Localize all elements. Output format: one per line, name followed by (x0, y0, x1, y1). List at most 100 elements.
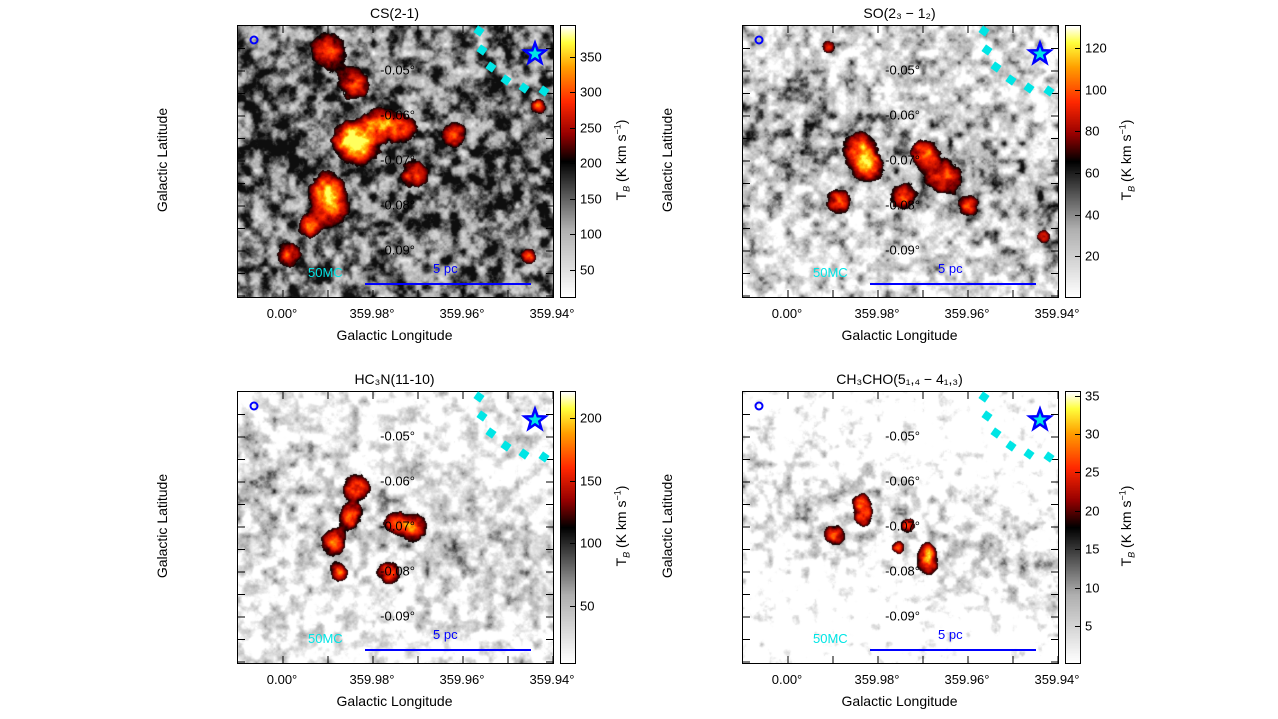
colorbar-tick-label: 250 (580, 120, 602, 136)
colorbar-tick (570, 418, 575, 420)
colorbar-tick-label: 150 (580, 191, 602, 207)
tb-exponent: −1 (1117, 124, 1128, 135)
x-tick-label: 0.00° (771, 672, 803, 687)
arc-dot (518, 82, 530, 94)
colorbar-gradient (561, 392, 575, 663)
y-tick-label: -0.09° (885, 242, 920, 258)
heatmap-plot: 50MC 5 pc (742, 391, 1059, 664)
arc-dot (981, 44, 993, 56)
colorbar-label-text: TB (K km s−1) (612, 486, 631, 567)
colorbar-tick (1075, 549, 1080, 551)
arc-dot (981, 410, 993, 422)
tb-close: ) (612, 485, 629, 491)
arc-dot (500, 440, 512, 452)
tb-symbol: T (1117, 557, 1134, 567)
beam-circle-icon (754, 35, 764, 45)
y-axis-label-text: Galactic Latitude (154, 473, 170, 579)
scale-bar-label: 5 pc (938, 261, 963, 276)
beam-circle-icon (754, 401, 764, 411)
tb-subscript: B (621, 185, 632, 192)
colorbar-label-text: TB (K km s−1) (1117, 120, 1136, 201)
y-tick-label: -0.05° (885, 428, 920, 444)
x-tick-label: 0.00° (771, 306, 803, 321)
x-axis-label: Galactic Longitude (841, 693, 958, 709)
colorbar-tick (1075, 625, 1080, 627)
y-tick-label: -0.09° (885, 608, 920, 624)
heatmap-plot: 50MC 5 pc (237, 25, 554, 298)
y-tick-label: -0.08° (380, 563, 415, 579)
heatmap-image (238, 26, 553, 297)
arc-dot (990, 427, 1002, 439)
x-axis-label: Galactic Longitude (336, 693, 453, 709)
cloud-label-50mc: 50MC (308, 631, 343, 646)
x-tick-label: 0.00° (266, 672, 298, 687)
colorbar-tick (570, 543, 575, 545)
star-icon (521, 405, 549, 432)
y-tick-label: -0.06° (885, 473, 920, 489)
arc-dot (1005, 74, 1017, 86)
colorbar-gradient (1066, 26, 1080, 297)
cloud-label-50mc: 50MC (813, 631, 848, 646)
colorbar-tick (570, 234, 575, 236)
y-tick-label: -0.06° (885, 107, 920, 123)
colorbar (1065, 391, 1081, 664)
colorbar-gradient (561, 26, 575, 297)
heatmap-image (743, 392, 1058, 663)
panel-title: CS(2-1) (369, 5, 419, 21)
y-tick-label: -0.06° (380, 107, 415, 123)
colorbar-tick-label: 30 (1085, 426, 1100, 442)
star-icon (1026, 405, 1054, 432)
colorbar-tick (570, 198, 575, 200)
tb-subscript: B (1126, 185, 1137, 192)
colorbar-tick-label: 35 (1085, 388, 1100, 404)
x-tick-label: 359.98° (854, 306, 900, 321)
colorbar-tick-label: 350 (580, 49, 602, 65)
beam-circle-icon (249, 35, 259, 45)
x-tick-label: 359.98° (854, 672, 900, 687)
arc-dot (1023, 448, 1035, 460)
beam-circle-icon (249, 401, 259, 411)
tb-symbol: T (612, 557, 629, 567)
tb-unit: (K km s (1117, 500, 1134, 552)
star-icon (1026, 39, 1054, 66)
axes-overlay (743, 391, 1059, 663)
y-tick-label: -0.07° (885, 152, 920, 168)
x-tick-label: 359.94° (529, 672, 575, 687)
x-axis-label: Galactic Longitude (336, 327, 453, 343)
colorbar-tick-label: 100 (580, 226, 602, 242)
colorbar-tick-label: 20 (1085, 503, 1100, 519)
arc-dot (485, 61, 497, 73)
x-tick-label: 359.94° (1034, 306, 1080, 321)
colorbar-tick-label: 300 (580, 84, 602, 100)
colorbar-tick-label: 150 (580, 473, 602, 489)
heatmap-plot: 50MC 5 pc (742, 25, 1059, 298)
colorbar-tick-label: 5 (1085, 618, 1093, 634)
tb-close: ) (612, 119, 629, 125)
tb-close: ) (1117, 485, 1134, 491)
axes-overlay (238, 25, 554, 297)
x-tick-label: 359.96° (944, 306, 990, 321)
tb-unit: (K km s (612, 134, 629, 186)
arc-dot (500, 74, 512, 86)
cloud-label-50mc: 50MC (308, 265, 343, 280)
colorbar-tick (570, 605, 575, 607)
y-tick-label: -0.07° (380, 518, 415, 534)
arc-dot (476, 44, 488, 56)
arc-dot (485, 427, 497, 439)
arc-dot (978, 391, 990, 403)
arc-dot (1005, 440, 1017, 452)
scale-bar-label: 5 pc (938, 627, 963, 642)
colorbar-tick (570, 56, 575, 58)
tb-symbol: T (1117, 191, 1134, 201)
heatmap-plot: 50MC 5 pc (237, 391, 554, 664)
panel-title: CH₃CHO(5₁,₄ − 4₁,₃) (836, 371, 963, 387)
colorbar-tick (1075, 587, 1080, 589)
colorbar-tick-label: 50 (580, 262, 595, 278)
tb-subscript: B (621, 551, 632, 558)
x-tick-label: 359.96° (439, 672, 485, 687)
x-tick-label: 359.98° (349, 306, 395, 321)
y-tick-label: -0.05° (380, 428, 415, 444)
y-tick-label: -0.08° (885, 563, 920, 579)
colorbar-tick-label: 60 (1085, 165, 1100, 181)
colorbar-tick-label: 10 (1085, 580, 1100, 596)
